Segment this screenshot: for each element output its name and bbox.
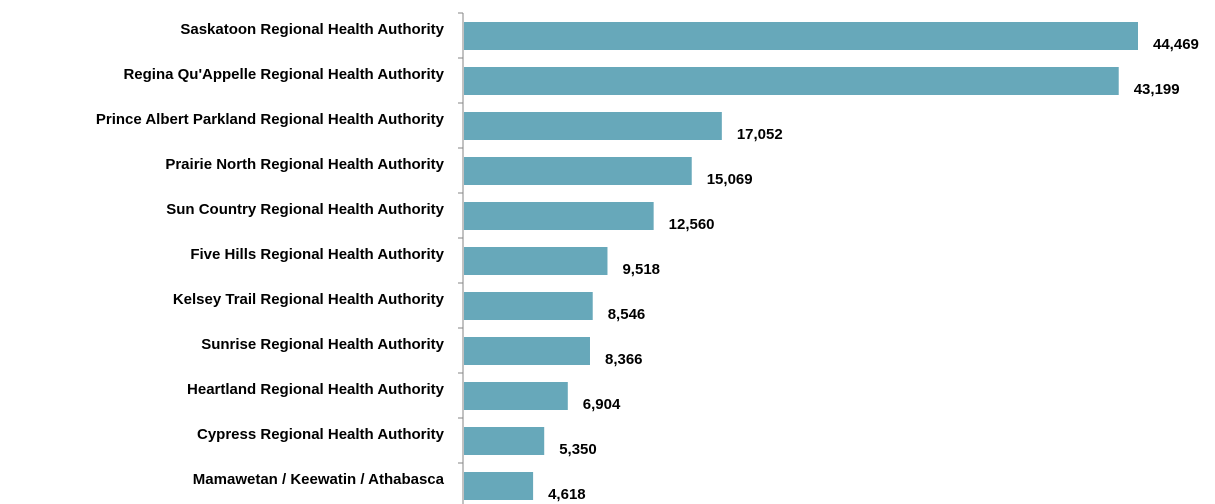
- bar: [464, 157, 692, 185]
- value-label: 9,518: [622, 261, 660, 278]
- value-label: 43,199: [1134, 81, 1180, 98]
- bar: [464, 247, 608, 275]
- bars-group: [464, 22, 1138, 500]
- value-label: 6,904: [583, 396, 621, 413]
- value-label: 44,469: [1153, 36, 1199, 53]
- category-label: Five Hills Regional Health Authority: [190, 246, 444, 263]
- value-label: 12,560: [669, 216, 715, 233]
- bar: [464, 202, 654, 230]
- category-label: Cypress Regional Health Authority: [197, 426, 445, 443]
- value-label: 15,069: [707, 171, 753, 188]
- category-label: Regina Qu'Appelle Regional Health Author…: [123, 66, 444, 83]
- category-label: Prairie North Regional Health Authority: [165, 156, 444, 173]
- category-label: Saskatoon Regional Health Authority: [180, 21, 444, 38]
- bar: [464, 382, 568, 410]
- bar: [464, 112, 722, 140]
- value-labels: 44,469 43,199 17,052 15,069 12,560 9,518 8,546…: [548, 36, 1199, 503]
- category-labels: Saskatoon Regional Health Authority Regin…: [96, 21, 445, 488]
- value-label: 17,052: [737, 126, 783, 143]
- category-label: Sun Country Regional Health Authority: [166, 201, 444, 218]
- category-label: Sunrise Regional Health Authority: [201, 336, 444, 353]
- bar: [464, 337, 590, 365]
- category-label: Prince Albert Parkland Regional Health A…: [96, 111, 445, 128]
- category-label: Kelsey Trail Regional Health Authority: [173, 291, 445, 308]
- value-label: 8,546: [608, 306, 646, 323]
- bar: [464, 22, 1138, 50]
- category-label: Heartland Regional Health Authority: [187, 381, 445, 398]
- bar: [464, 292, 593, 320]
- bar: [464, 427, 545, 455]
- value-label: 8,366: [605, 351, 643, 368]
- value-label: 4,618: [548, 486, 586, 503]
- bar: [464, 67, 1119, 95]
- bar: [464, 472, 534, 500]
- value-label: 5,350: [559, 441, 597, 458]
- axis-ticks: [458, 12, 463, 464]
- category-label: Mamawetan / Keewatin / Athabasca: [193, 471, 445, 488]
